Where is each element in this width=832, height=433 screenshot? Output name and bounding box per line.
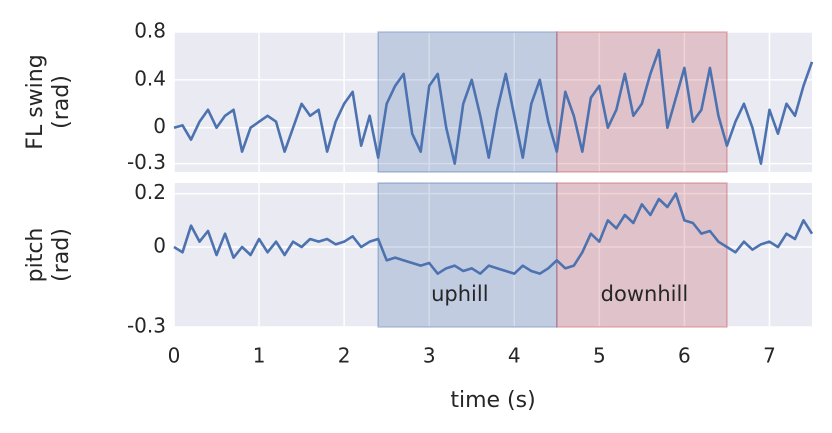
y-tick-label: -0.3 <box>127 150 166 174</box>
y-tick-label: -0.3 <box>127 314 166 338</box>
y-tick-label: 0 <box>153 234 166 258</box>
x-axis-label: time (s) <box>450 388 535 413</box>
shaded-region <box>377 31 558 173</box>
y-axis-label-line: FL swing <box>23 54 48 149</box>
series-line <box>173 48 814 165</box>
x-tick-label: 2 <box>338 344 351 368</box>
y-axis-label-line: pitch <box>23 228 48 283</box>
y-axis-label: FL swing(rad) <box>23 54 74 149</box>
x-tick-label: 6 <box>678 344 691 368</box>
x-tick-label: 4 <box>508 344 521 368</box>
shaded-region <box>377 182 558 328</box>
y-tick-label: 0.2 <box>134 180 166 204</box>
x-tick-label: 0 <box>168 344 181 368</box>
x-tick-label: 1 <box>253 344 266 368</box>
plot-background <box>174 32 812 172</box>
series-line <box>173 192 814 275</box>
y-tick-label: 0 <box>153 114 166 138</box>
x-tick-label: 7 <box>763 344 776 368</box>
y-axis-label-line: (rad) <box>49 75 74 129</box>
annotation: downhill <box>601 282 688 306</box>
annotation: uphill <box>431 282 488 306</box>
plot-background <box>174 183 812 327</box>
x-tick-label: 5 <box>593 344 606 368</box>
x-tick-label: 3 <box>423 344 436 368</box>
y-axis-label: pitch(rad) <box>23 228 74 283</box>
y-tick-label: 0.8 <box>134 19 166 43</box>
y-axis-label-line: (rad) <box>49 228 74 282</box>
y-tick-label: 0.4 <box>134 66 166 90</box>
